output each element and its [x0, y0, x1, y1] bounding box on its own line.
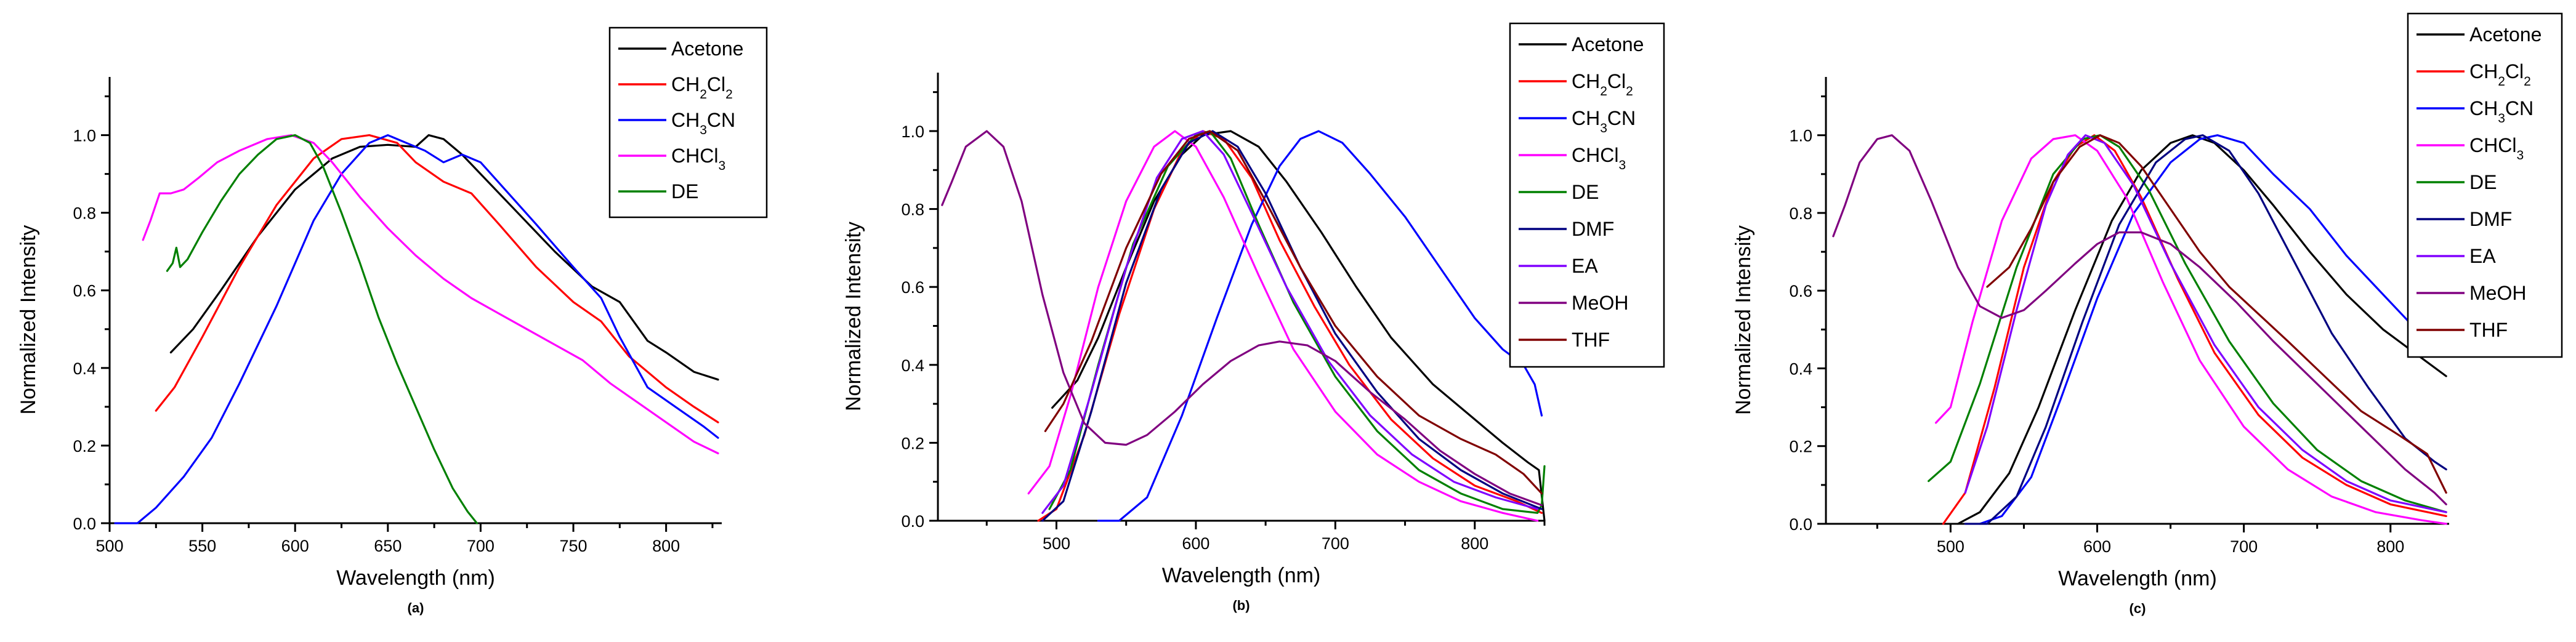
legend-label: CH3CN: [2469, 97, 2534, 126]
x-tick-label: 750: [559, 537, 587, 555]
series-line-acetone: [1051, 130, 1546, 522]
panel-label: (c): [2130, 601, 2146, 616]
x-tick-label: 600: [281, 537, 309, 555]
panel-label: (a): [408, 600, 424, 616]
series-line-chcl3: [1027, 130, 1539, 522]
panel-c: 0.0 0.2 0.4 0.6 0.8 1.0 500 600 700 800 Wavelength…: [1732, 12, 2563, 616]
series-line-de: [1048, 130, 1546, 514]
series-line-ch2cl2: [155, 134, 719, 423]
panel-a: 0.0 0.2 0.4 0.6 0.8 1.0 500 550 600 650 700 750 800 W…: [17, 26, 768, 616]
series-line-thf: [1986, 134, 2447, 494]
legend-label: MeOH: [2469, 282, 2526, 304]
x-tick-label: 650: [374, 537, 402, 555]
series-line-meoh: [1832, 134, 2447, 505]
y-axis-title: Normalized Intensity: [17, 225, 40, 414]
series-line-acetone: [1956, 134, 2447, 525]
x-tick-label: 600: [1182, 534, 1209, 553]
y-tick-label: 0.2: [901, 434, 924, 452]
x-tick-label: 800: [652, 537, 680, 555]
legend-label: THF: [2469, 319, 2508, 341]
legend-label: CHCl3: [1572, 144, 1626, 172]
legend-label: CH2Cl2: [671, 73, 733, 102]
legend-label: DE: [2469, 171, 2497, 193]
x-tick-label: 800: [2376, 537, 2404, 556]
legend-label: DE: [1572, 181, 1599, 203]
y-tick-label: 0.6: [73, 282, 96, 300]
x-tick-label: 500: [1937, 537, 1964, 556]
y-tick-label: 0.8: [901, 201, 924, 219]
x-tick-label: 700: [1322, 534, 1349, 553]
y-tick-label: 0.8: [1789, 204, 1812, 223]
y-axis-title: Normalized Intensity: [1732, 225, 1755, 415]
panel-label: (b): [1232, 598, 1250, 613]
series-line-ch3cn: [114, 134, 719, 524]
legend-label: MeOH: [1572, 292, 1628, 314]
legend-label: EA: [1572, 255, 1598, 277]
series-line-thf: [1044, 130, 1543, 495]
legend-box: [608, 26, 768, 219]
x-tick-label: 600: [2083, 537, 2111, 556]
y-tick-label: 0.6: [901, 278, 924, 297]
y-tick-label: 1.0: [73, 127, 96, 145]
series-line-chcl3: [142, 134, 719, 455]
y-tick-label: 0.4: [901, 356, 924, 375]
series-line-acetone: [169, 134, 719, 381]
series-line-dmf: [1964, 134, 2447, 525]
series-line-de: [166, 134, 478, 524]
series-line-ch3cn: [1979, 134, 2447, 525]
x-tick-label: 500: [1043, 534, 1070, 553]
x-tick-label: 700: [2230, 537, 2258, 556]
y-tick-label: 0.2: [73, 437, 96, 455]
legend-label: CHCl3: [671, 145, 725, 173]
y-tick-label: 0.0: [1789, 515, 1812, 534]
y-tick-label: 1.0: [1789, 127, 1812, 145]
x-tick-label: 550: [188, 537, 216, 555]
y-tick-label: 1.0: [901, 122, 924, 141]
legend-label: THF: [1572, 329, 1610, 351]
series-line-dmf: [1041, 130, 1543, 522]
series-line-ea: [1041, 130, 1539, 514]
x-tick-label: 500: [95, 537, 123, 555]
x-tick-label: 700: [467, 537, 495, 555]
series-line-ea: [1964, 134, 2447, 513]
legend-label: CH3CN: [671, 109, 735, 137]
legend-label: CHCl3: [2469, 134, 2524, 163]
y-tick-label: 0.6: [1789, 282, 1812, 300]
series-line-ch2cl2: [1942, 134, 2447, 525]
x-axis-title: Wavelength (nm): [336, 566, 495, 590]
legend-label: CH2Cl2: [2469, 60, 2531, 89]
y-tick-label: 0.8: [73, 204, 96, 223]
x-axis-title: Wavelength (nm): [2058, 567, 2217, 590]
legend-label: DMF: [2469, 208, 2512, 230]
legend-label: CH3CN: [1572, 107, 1636, 135]
legend-label: Acetone: [671, 38, 743, 60]
legend-label: CH2Cl2: [1572, 70, 1633, 98]
x-tick-label: 800: [1461, 534, 1488, 553]
y-axis-title: Normalized Intensity: [842, 222, 865, 411]
legend-label: EA: [2469, 245, 2496, 267]
series-line-meoh: [941, 130, 1543, 507]
y-tick-label: 0.4: [1789, 359, 1812, 378]
y-tick-label: 0.0: [73, 515, 96, 533]
panel-b: 0.0 0.2 0.4 0.6 0.8 1.0 500 600 700 800 Wavelength…: [842, 22, 1665, 613]
legend-label: Acetone: [1572, 33, 1644, 55]
series-line-chcl3: [1935, 134, 2447, 525]
series-line-ch3cn: [1097, 130, 1543, 522]
series-line-de: [1928, 134, 2447, 513]
y-tick-label: 0.4: [73, 359, 96, 378]
legend-label: Acetone: [2469, 23, 2542, 46]
y-tick-label: 0.2: [1789, 438, 1812, 456]
legend-label: DMF: [1572, 218, 1614, 240]
legend-label: DE: [671, 180, 698, 203]
y-tick-label: 0.0: [901, 512, 924, 531]
x-axis-title: Wavelength (nm): [1162, 564, 1321, 587]
